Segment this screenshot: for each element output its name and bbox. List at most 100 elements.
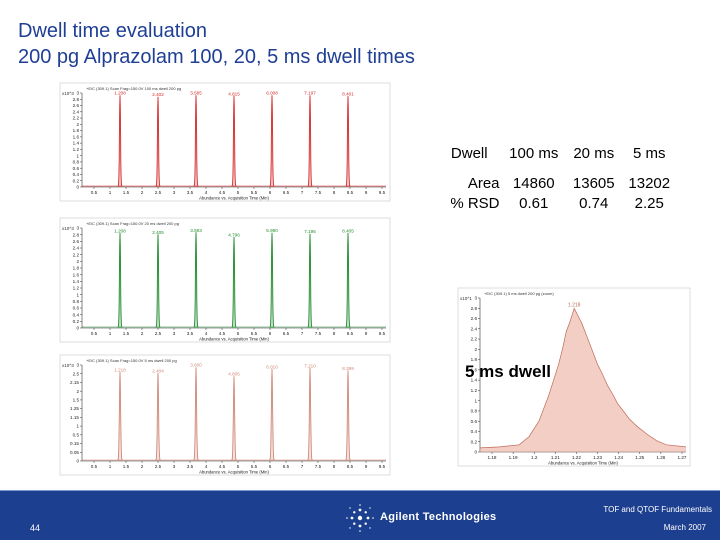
y-tick-label: 0.4	[73, 172, 80, 177]
peak-trace	[117, 232, 123, 328]
x-tick-label: 6.5	[283, 331, 290, 336]
peak-trace	[231, 376, 237, 461]
x-axis-label: Abundance vs. Acquisition Time (Min)	[548, 461, 618, 466]
y-tick-label: 2.4	[73, 246, 80, 251]
x-tick-label: 1	[109, 190, 112, 195]
peak-fill	[269, 232, 275, 328]
x-tick-label: 9	[365, 190, 368, 195]
x-tick-label: 6.5	[283, 190, 290, 195]
y-tick-label: 1.8	[73, 266, 80, 271]
y-tick-label: 2	[76, 389, 79, 394]
x-tick-label: 2.5	[155, 331, 162, 336]
x-tick-label: 4.5	[219, 464, 226, 469]
peak-label: 8.401	[342, 92, 354, 97]
panel-frame	[59, 354, 391, 476]
x-tick-label: 4	[205, 190, 208, 195]
peak-label: 2.404	[152, 368, 164, 373]
table-header-cell: Dwell	[450, 144, 488, 162]
chromatogram-header: +EIC (309.1) 5 ms dwell 200 pg (zoom)	[484, 291, 554, 296]
chromatogram-header: +EIC (309.1) Scan Frag=150.0V 100 ms dwe…	[86, 86, 181, 91]
y-tick-label: 2.8	[73, 97, 80, 102]
peak-label: 2.405	[152, 230, 164, 235]
x-tick-label: 2	[141, 331, 144, 336]
y-tick-label: 1.4	[73, 279, 80, 284]
peak-fill	[307, 233, 313, 328]
table-header-row: Dwell 100 ms 20 ms 5 ms	[437, 143, 677, 163]
x-tick-label: 1.5	[123, 331, 130, 336]
panel-frame	[59, 217, 391, 343]
y-tick-label: 2.6	[73, 239, 80, 244]
y-tick-label: 2	[474, 347, 477, 352]
y-tick-label: 0.6	[73, 306, 80, 311]
x-tick-label: 5.5	[251, 190, 258, 195]
y-tick-label: 0.2	[73, 178, 80, 183]
y-tick-label: 0.6	[73, 166, 80, 171]
peak-trace	[193, 95, 199, 187]
y-tick-label: 1.5	[73, 398, 80, 403]
table-row-area: Area 14860 13605 13202	[437, 173, 677, 193]
peak-trace	[269, 95, 275, 187]
x-tick-label: 0.5	[91, 331, 98, 336]
peak-label: 4.805	[228, 372, 240, 377]
y-tick-label: 0	[76, 459, 79, 464]
x-tick-label: 3.5	[187, 464, 194, 469]
y-tick-label: 3	[76, 363, 79, 368]
table-cell: 2.25	[634, 194, 664, 212]
inset-label: 5 ms dwell	[465, 362, 551, 381]
peak-fill	[269, 95, 275, 187]
y-tick-label: 1.15	[70, 415, 79, 420]
y-tick-label: 1.2	[73, 147, 80, 152]
y-tick-label: 0.4	[73, 312, 80, 317]
peak-trace	[307, 95, 313, 187]
y-tick-label: 2.4	[73, 109, 80, 114]
x-tick-label: 2	[141, 190, 144, 195]
x-tick-label: 2	[141, 464, 144, 469]
x-tick-label: 5.5	[251, 464, 258, 469]
x-tick-label: 1.27	[678, 455, 687, 460]
x-tick-label: 3.5	[187, 331, 194, 336]
y-tick-label: 2.4	[471, 326, 478, 331]
y-tick-label: 2	[76, 122, 79, 127]
y-tick-label: 2	[76, 259, 79, 264]
x-tick-label: 1.25	[635, 455, 644, 460]
y-tick-label: 2.8	[471, 306, 478, 311]
x-tick-label: 3.5	[187, 190, 194, 195]
peak-label: 7.195	[304, 229, 316, 234]
y-tick-label: 0.4	[471, 429, 478, 434]
agilent-spark-icon	[346, 504, 374, 532]
table-cell: 0.74	[579, 194, 609, 212]
x-tick-label: 7	[301, 464, 304, 469]
peak-trace	[307, 367, 313, 461]
x-axis-label: Abundance vs. Acquisition Time (Min)	[199, 470, 269, 475]
x-tick-label: 1.5	[123, 464, 130, 469]
y-tick-label: 1.6	[73, 272, 80, 277]
chromatogram-header: +EIC (309.1) Scan Frag=150.0V 20 ms dwel…	[86, 221, 179, 226]
table-row-label: % RSD	[450, 194, 500, 212]
peak-trace	[155, 234, 161, 328]
y-tick-label: 3	[474, 296, 477, 301]
peak-fill	[231, 376, 237, 461]
peak-label: 1.218	[114, 368, 126, 373]
peak-trace	[345, 232, 351, 328]
y-tick-label: 1	[76, 153, 79, 158]
peak-fill	[345, 96, 351, 187]
x-tick-label: 1.23	[593, 455, 602, 460]
chart-panel-1: +EIC (309.1) Scan Frag=150.0V 100 ms dwe…	[59, 82, 391, 202]
title-line-2: 200 pg Alprazolam 100, 20, 5 ms dwell ti…	[18, 46, 415, 68]
table-header-cell: 100 ms	[509, 144, 559, 162]
x-tick-label: 6	[269, 464, 272, 469]
x-tick-label: 3	[173, 190, 176, 195]
peak-label: 1.208	[114, 229, 126, 234]
peak-label: 3.585	[190, 91, 202, 96]
x-tick-label: 4	[205, 331, 208, 336]
peak-label: 7.197	[304, 91, 316, 96]
x-tick-label: 3	[173, 331, 176, 336]
y-exponent-label: x10^3	[62, 226, 74, 231]
peak-fill	[155, 373, 161, 461]
table-header-cell: 20 ms	[573, 144, 615, 162]
peak-label: 2.402	[152, 92, 164, 97]
peak-fill	[117, 233, 123, 328]
y-tick-label: 1	[76, 292, 79, 297]
x-tick-label: 1.19	[509, 455, 518, 460]
y-tick-label: 1	[76, 424, 79, 429]
